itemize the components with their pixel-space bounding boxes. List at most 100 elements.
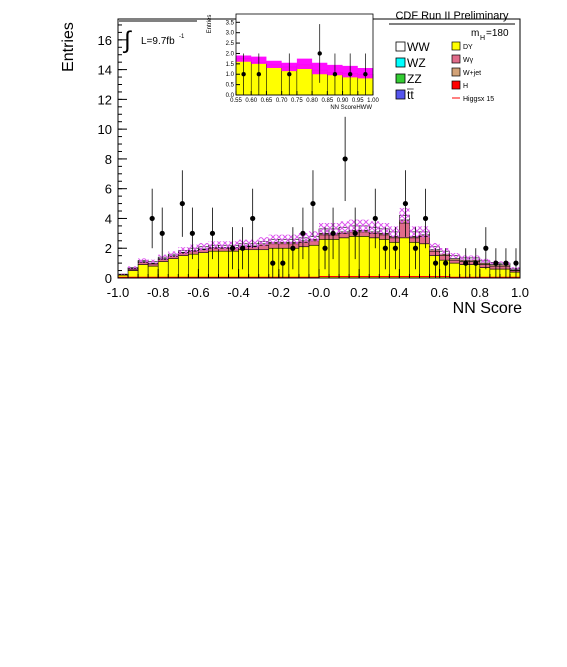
bar-w- [368, 233, 380, 239]
bar-w- [439, 255, 450, 261]
bar-dy [348, 236, 360, 279]
uncertainty-band-bin [429, 242, 440, 251]
x-tick-label: 0.4 [390, 285, 408, 300]
inset-y-tick-label: 1.5 [226, 62, 235, 68]
legend-label-small: Wγ [463, 57, 474, 64]
legend-swatch-large [395, 89, 406, 100]
bar-dy [157, 261, 169, 279]
inset-bar [296, 64, 313, 96]
uncertainty-band-bin [459, 255, 470, 261]
uncertainty-band-bin [298, 232, 309, 243]
uncertainty-band-bin [369, 221, 380, 234]
uncertainty-band-bin [288, 234, 299, 244]
inset-data-point [317, 51, 322, 56]
uncertainty-band-bin [359, 219, 370, 233]
bar-w- [378, 234, 390, 240]
bar-w- [389, 237, 400, 243]
inset-x-tick-label: 0.90 [337, 98, 349, 104]
uncertainty-band-bin [329, 222, 340, 235]
uncertainty-band-bin [218, 241, 229, 250]
legend-label-small: W+jet [463, 70, 481, 77]
bar-w- [268, 243, 280, 249]
y-tick-label: 6 [105, 182, 112, 197]
data-point [270, 260, 276, 266]
data-point [503, 260, 509, 266]
uncertainty-band-bin [389, 226, 400, 238]
data-point [229, 245, 236, 251]
uncertainty-band-bin [128, 266, 139, 269]
legend: WW WZ ZZ tt DY Wγ W+jet H Higgsx 15 [392, 39, 504, 103]
data-point [330, 230, 336, 236]
y-tick-label: 10 [98, 122, 112, 137]
bar-dy [147, 265, 159, 279]
legend-label-large: WZ [407, 56, 426, 70]
bar-dy [469, 264, 481, 279]
data-point [443, 260, 449, 266]
data-point [372, 215, 378, 222]
bar-dy [489, 268, 501, 279]
inset-x-axis-label: NN ScoreHWW [330, 105, 372, 111]
x-tick-label: 0.2 [350, 285, 368, 300]
legend-box [392, 39, 504, 103]
uncertainty-band-bin [439, 247, 450, 255]
bar-w- [499, 265, 511, 270]
legend-label-small: DY [463, 44, 473, 51]
bar-dy [479, 267, 491, 279]
y-tick-label: 16 [98, 33, 112, 48]
uncertainty-band-bin [198, 242, 209, 251]
uncertainty-band-bin [138, 258, 149, 263]
inset-plot: 0.55 0.60 0.65 0.70 0.75 0.80 0.85 0.90 0.95 1.00… [226, 13, 379, 104]
y-tick-label: 12 [98, 92, 112, 107]
inset-y-tick-label: 2.0 [226, 51, 235, 57]
data-point [513, 260, 519, 266]
uncertainty-band-bin [258, 237, 269, 246]
bar-w- [278, 243, 290, 249]
uncertainty-band-bin [118, 273, 129, 275]
x-tick-label: 1.0 [511, 285, 529, 300]
inset-x-tick-label: 0.80 [306, 98, 318, 104]
bar-w- [137, 262, 149, 265]
data-point [240, 245, 246, 251]
x-tick-label: 0.8 [471, 285, 489, 300]
bar-w- [258, 244, 270, 251]
y-tick-label: 14 [98, 63, 112, 78]
bar-dy [378, 238, 390, 279]
uncertainty-band-bin [238, 239, 249, 248]
inset-y-tick-label: 0.0 [226, 93, 235, 99]
bar-dy [137, 264, 149, 279]
y-tick-label: 2 [105, 241, 112, 256]
mass-label: m H =180 [471, 28, 509, 42]
data-point [322, 245, 328, 251]
bar-w- [479, 264, 491, 268]
data-point [310, 200, 316, 207]
inset-x-tick-label: 0.60 [245, 98, 257, 104]
x-tick-label: -0.2 [268, 285, 290, 300]
uncertainty-band-bin [228, 241, 239, 250]
data-point [382, 245, 388, 251]
data-point [493, 260, 499, 266]
bar-w- [157, 259, 169, 262]
uncertainty-band-bin [178, 247, 189, 254]
x-tick-label: -0.0 [308, 285, 330, 300]
data-point [300, 230, 306, 236]
legend-label-large: ZZ [407, 72, 422, 86]
inset-data-point [287, 72, 292, 77]
data-point [209, 230, 216, 236]
inset-data-point [256, 72, 262, 77]
bar-w- [318, 234, 330, 240]
legend-swatch-large [395, 41, 406, 52]
inset-x-tick-label: 1.00 [367, 98, 379, 104]
uncertainty-band-bin [339, 221, 350, 234]
data-point [159, 230, 165, 236]
inset-y-tick-label: 1.0 [226, 72, 235, 78]
x-tick-label: -0.4 [227, 285, 249, 300]
bar-dy [419, 243, 430, 279]
uncertainty-band-bin [319, 222, 330, 235]
bar-dy [449, 262, 460, 279]
y-tick-label: 4 [105, 211, 112, 226]
bar-dy [188, 253, 199, 279]
uncertainty-band-bin [469, 255, 480, 261]
inset-data-point [332, 72, 338, 77]
bar-dy [358, 236, 370, 279]
bar-dy [499, 268, 511, 279]
